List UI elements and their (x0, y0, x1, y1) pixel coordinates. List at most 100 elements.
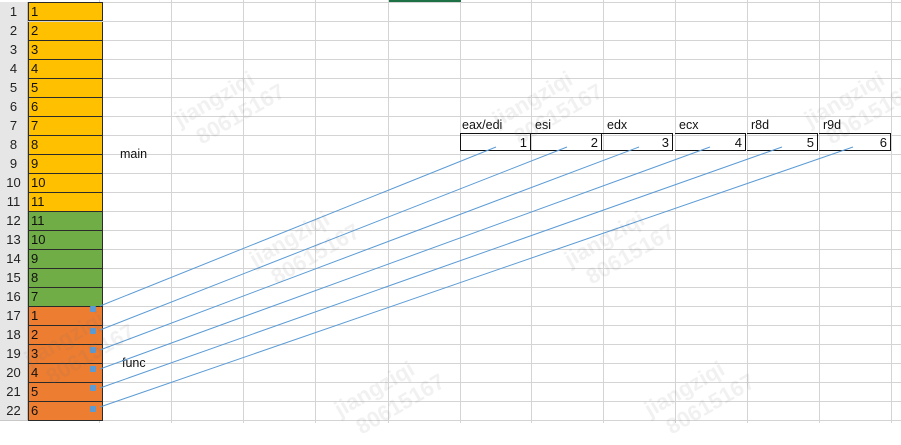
cell-a[interactable]: 11 (28, 193, 103, 212)
register-header-ecx[interactable]: ecx (679, 118, 699, 132)
row-header[interactable]: 22 (0, 401, 28, 421)
gridline-column (388, 0, 389, 423)
gridline-row (28, 78, 901, 79)
cell-a[interactable]: 11 (28, 212, 103, 231)
gridline-row (28, 420, 901, 421)
row-header[interactable]: 16 (0, 287, 28, 307)
arrow-anchor-icon (90, 406, 96, 412)
row-header[interactable]: 12 (0, 211, 28, 231)
gridline-row (28, 268, 901, 269)
gridline-column (891, 0, 892, 423)
gridline-row (28, 401, 901, 402)
gridline-row (28, 363, 901, 364)
gridline-row (28, 306, 901, 307)
cell-gridlines (28, 0, 901, 423)
cell-a[interactable]: 3 (28, 345, 103, 364)
register-header-esi[interactable]: esi (535, 118, 551, 132)
watermark-text: jiangziqi 80615167 (800, 66, 901, 150)
gridline-row (28, 135, 901, 136)
cell-a[interactable]: 7 (28, 117, 103, 136)
column-a-cells: 1 1 2 2 3 3 4 4 5 5 6 6 7 7 8 8 9 9 10 10 11 11 12 11 13 10 14 9 15 8… (0, 2, 103, 421)
register-table: eax/edi esi edx ecx r8d r9d 1 2 3 4 5 6 … (120, 118, 891, 370)
cell-a[interactable]: 1 (28, 307, 103, 326)
cell-a[interactable]: 4 (28, 364, 103, 383)
gridline-row (28, 154, 901, 155)
register-header-r9d[interactable]: r9d (823, 118, 842, 132)
arrow-arg-6 (99, 146, 854, 408)
gridline-row (28, 382, 901, 383)
cell-a[interactable]: 9 (28, 155, 103, 174)
cell-a[interactable]: 2 (28, 326, 103, 345)
gridline-column (315, 0, 316, 423)
cell-a[interactable]: 7 (28, 288, 103, 307)
cell-a[interactable]: 6 (28, 402, 103, 421)
arrow-arg-1 (99, 146, 497, 307)
arrow-arg-2 (99, 146, 568, 331)
register-header-eax-edi[interactable]: eax/edi (462, 118, 503, 132)
gridline-row (28, 21, 901, 22)
gridline-row (28, 40, 901, 41)
gridline-row (28, 325, 901, 326)
gridline-row (28, 116, 901, 117)
gridline-column (675, 0, 676, 423)
cell-a[interactable]: 4 (28, 60, 103, 79)
watermark-text: jiangziqi 80615167 (20, 306, 139, 390)
gridline-row (28, 230, 901, 231)
register-value-edx[interactable]: 3 (602, 133, 673, 151)
watermark-text: jiangziqi 80615167 (170, 66, 289, 150)
cell-a[interactable]: 2 (28, 22, 103, 41)
arrow-anchor-icon (90, 366, 96, 372)
watermark-text: jiangziqi 80615167 (640, 356, 759, 440)
gridline-row (28, 344, 901, 345)
register-value-r8d[interactable]: 5 (747, 133, 818, 151)
arrow-anchor-icon (90, 328, 96, 334)
active-column-indicator (389, 0, 461, 2)
func-label[interactable]: func (122, 356, 146, 370)
arrow-anchor-icon (90, 385, 96, 391)
gridline-row (28, 173, 901, 174)
gridline-column (603, 0, 604, 423)
register-value-eax-edi[interactable]: 1 (460, 133, 531, 151)
watermark-text: jiangziqi 80615167 (560, 206, 679, 290)
register-value-r9d[interactable]: 6 (819, 133, 891, 151)
cell-a[interactable]: 9 (28, 250, 103, 269)
register-value-esi[interactable]: 2 (531, 133, 602, 151)
watermark-text: jiangziqi 80615167 (488, 66, 607, 150)
cell-a[interactable]: 5 (28, 383, 103, 402)
row-header[interactable]: 15 (0, 268, 28, 288)
gridline-row (28, 249, 901, 250)
gridline-row (28, 192, 901, 193)
gridline-column (171, 0, 172, 423)
gridline-column (460, 0, 461, 423)
gridline-row (28, 2, 901, 3)
cell-a[interactable]: 1 (28, 2, 103, 21)
gridline-column (747, 0, 748, 423)
cell-a[interactable]: 8 (28, 269, 103, 288)
main-label[interactable]: main (120, 147, 148, 161)
gridline-row (28, 59, 901, 60)
gridline-row (28, 211, 901, 212)
cell-a[interactable]: 10 (28, 174, 103, 193)
cell-a[interactable]: 10 (28, 231, 103, 250)
watermark-text: jiangziqi 80615167 (330, 356, 449, 440)
arrow-arg-3 (99, 146, 640, 351)
gridline-column (819, 0, 820, 423)
argument-arrows (99, 146, 854, 408)
watermark-text: jiangziqi 80615167 (245, 206, 364, 290)
cell-a[interactable]: 8 (28, 136, 103, 155)
gridline-row (28, 287, 901, 288)
watermark-layer: jiangziqi 80615167 jiangziqi 80615167 jiangz… (20, 66, 901, 439)
cell-a[interactable]: 5 (28, 79, 103, 98)
arrow-anchor-icon (90, 347, 96, 353)
gridline-row (28, 97, 901, 98)
cell-a[interactable]: 6 (28, 98, 103, 117)
arrow-arg-5 (99, 146, 783, 389)
gridline-column (243, 0, 244, 423)
arrow-anchor-icon (90, 306, 96, 312)
register-header-r8d[interactable]: r8d (751, 118, 770, 132)
register-value-ecx[interactable]: 4 (675, 133, 746, 151)
arrow-arg-4 (99, 146, 711, 370)
cell-a[interactable]: 3 (28, 41, 103, 60)
register-header-edx[interactable]: edx (607, 118, 628, 132)
